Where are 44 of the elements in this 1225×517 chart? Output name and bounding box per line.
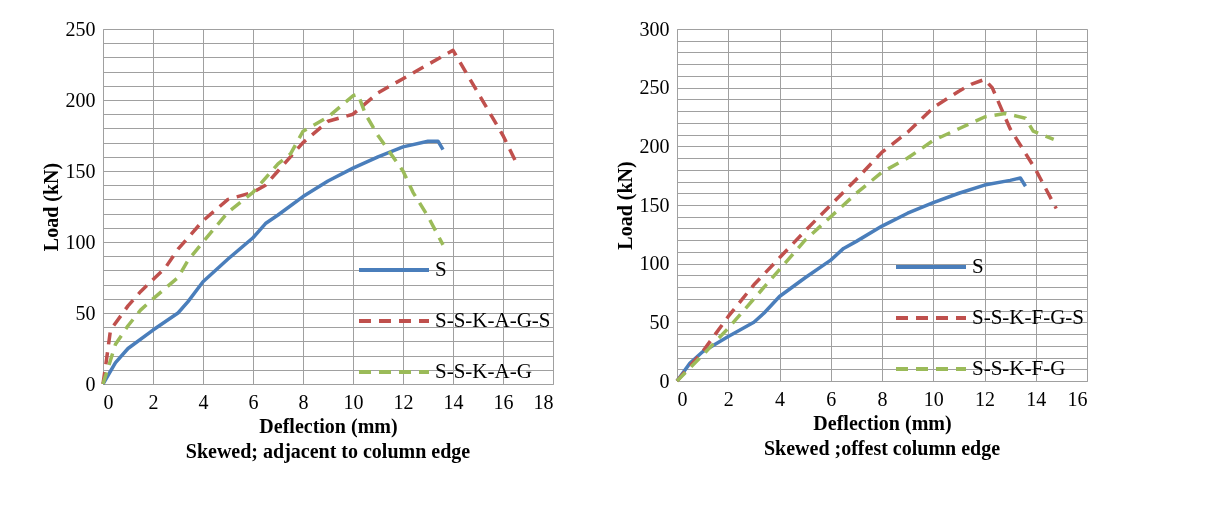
- y-tick-label: 0: [659, 369, 670, 392]
- y-tick-label: 250: [639, 76, 670, 99]
- legend-label: S: [435, 257, 447, 281]
- y-tick-label: 100: [639, 252, 670, 275]
- y-tick-label: 300: [639, 17, 670, 40]
- legend-label: S-S-K-A-G-S: [435, 308, 551, 332]
- y-tick-label: 200: [639, 134, 670, 157]
- x-tick-label: 6: [248, 390, 259, 413]
- y-tick-label: 100: [65, 230, 96, 253]
- x-tick-label: 18: [533, 390, 554, 413]
- x-tick-label: 8: [877, 387, 888, 410]
- legend-label: S-S-K-F-G: [972, 356, 1066, 380]
- x-tick-label: 12: [975, 387, 995, 410]
- y-tick-label: 0: [85, 372, 96, 395]
- y-tick-label: 150: [65, 159, 96, 182]
- x-tick-label: 14: [443, 390, 464, 413]
- x-tick-label: 2: [723, 387, 734, 410]
- x-tick-label: 10: [923, 387, 944, 410]
- x-tick-label: 14: [1026, 387, 1047, 410]
- legend-label: S-S-K-F-G-S: [972, 305, 1085, 329]
- legend-label: S: [972, 254, 984, 278]
- x-tick-label: 0: [677, 387, 688, 410]
- text: Skewed; adjacent to column edge: [185, 440, 471, 463]
- legend-label: S-S-K-A-G: [435, 359, 532, 383]
- y-tick-label: 50: [649, 310, 670, 333]
- y-tick-label: 150: [639, 193, 670, 216]
- x-axis-title: Deflection (mm): [813, 411, 952, 435]
- y-axis-title: Load (kN): [613, 161, 637, 250]
- x-tick-label: 16: [493, 390, 514, 413]
- x-tick-label: 6: [826, 387, 837, 410]
- x-tick-label: 8: [298, 390, 309, 413]
- y-tick-label: 200: [65, 88, 96, 111]
- x-tick-label: 12: [393, 390, 414, 413]
- x-tick-label: 2: [148, 390, 159, 413]
- x-tick-label: 0: [103, 390, 114, 413]
- y-tick-label: 250: [65, 17, 96, 40]
- y-axis-title: Load (kN): [39, 162, 63, 252]
- x-tick-label: 4: [775, 387, 785, 410]
- y-tick-label: 50: [75, 301, 96, 324]
- x-tick-label: 10: [343, 390, 364, 413]
- x-axis-title: Deflection (mm): [259, 414, 398, 438]
- text: Skewed ;offest column edge: [763, 437, 1001, 460]
- x-tick-label: 4: [198, 390, 209, 413]
- x-tick-label: 16: [1067, 387, 1088, 410]
